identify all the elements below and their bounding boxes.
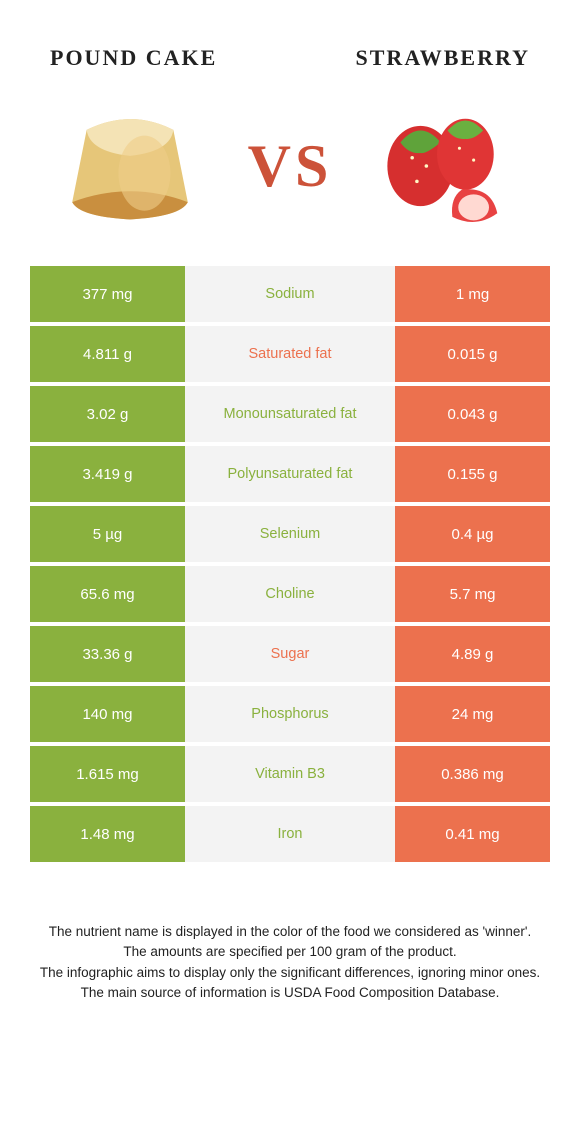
nutrient-label: Sodium [185,266,395,322]
left-value: 3.02 g [30,386,185,442]
left-value: 33.36 g [30,626,185,682]
right-value: 0.4 µg [395,506,550,562]
footnote-line: The nutrient name is displayed in the co… [30,922,550,942]
right-value: 0.043 g [395,386,550,442]
right-value: 1 mg [395,266,550,322]
left-value: 3.419 g [30,446,185,502]
footnote-line: The amounts are specified per 100 gram o… [30,942,550,962]
right-value: 0.155 g [395,446,550,502]
right-food-title: STRAWBERRY [356,45,530,71]
nutrient-row: 377 mgSodium1 mg [30,266,550,322]
nutrient-label: Selenium [185,506,395,562]
left-value: 4.811 g [30,326,185,382]
nutrient-row: 3.02 gMonounsaturated fat0.043 g [30,386,550,442]
nutrient-label: Iron [185,806,395,862]
right-value: 24 mg [395,686,550,742]
strawberry-icon [375,101,525,231]
left-value: 5 µg [30,506,185,562]
footnotes: The nutrient name is displayed in the co… [0,862,580,1003]
nutrient-row: 33.36 gSugar4.89 g [30,626,550,682]
right-value: 5.7 mg [395,566,550,622]
left-value: 1.615 mg [30,746,185,802]
nutrient-row: 1.615 mgVitamin B30.386 mg [30,746,550,802]
nutrient-label: Polyunsaturated fat [185,446,395,502]
images-row: VS [0,91,580,266]
nutrient-label: Saturated fat [185,326,395,382]
right-value: 4.89 g [395,626,550,682]
vs-label: VS [248,132,333,201]
nutrient-row: 65.6 mgCholine5.7 mg [30,566,550,622]
nutrient-label: Sugar [185,626,395,682]
header: POUND CAKE STRAWBERRY [0,0,580,91]
nutrient-row: 5 µgSelenium0.4 µg [30,506,550,562]
nutrient-row: 4.811 gSaturated fat0.015 g [30,326,550,382]
left-value: 1.48 mg [30,806,185,862]
right-value: 0.41 mg [395,806,550,862]
right-value: 0.386 mg [395,746,550,802]
footnote-line: The main source of information is USDA F… [30,983,550,1003]
nutrient-row: 1.48 mgIron0.41 mg [30,806,550,862]
pound-cake-icon [55,101,205,231]
right-value: 0.015 g [395,326,550,382]
left-value: 65.6 mg [30,566,185,622]
footnote-line: The infographic aims to display only the… [30,963,550,983]
nutrient-label: Phosphorus [185,686,395,742]
nutrient-table: 377 mgSodium1 mg4.811 gSaturated fat0.01… [0,266,580,862]
nutrient-row: 3.419 gPolyunsaturated fat0.155 g [30,446,550,502]
nutrient-label: Monounsaturated fat [185,386,395,442]
nutrient-label: Vitamin B3 [185,746,395,802]
nutrient-label: Choline [185,566,395,622]
left-value: 377 mg [30,266,185,322]
left-food-title: POUND CAKE [50,45,217,71]
nutrient-row: 140 mgPhosphorus24 mg [30,686,550,742]
left-value: 140 mg [30,686,185,742]
